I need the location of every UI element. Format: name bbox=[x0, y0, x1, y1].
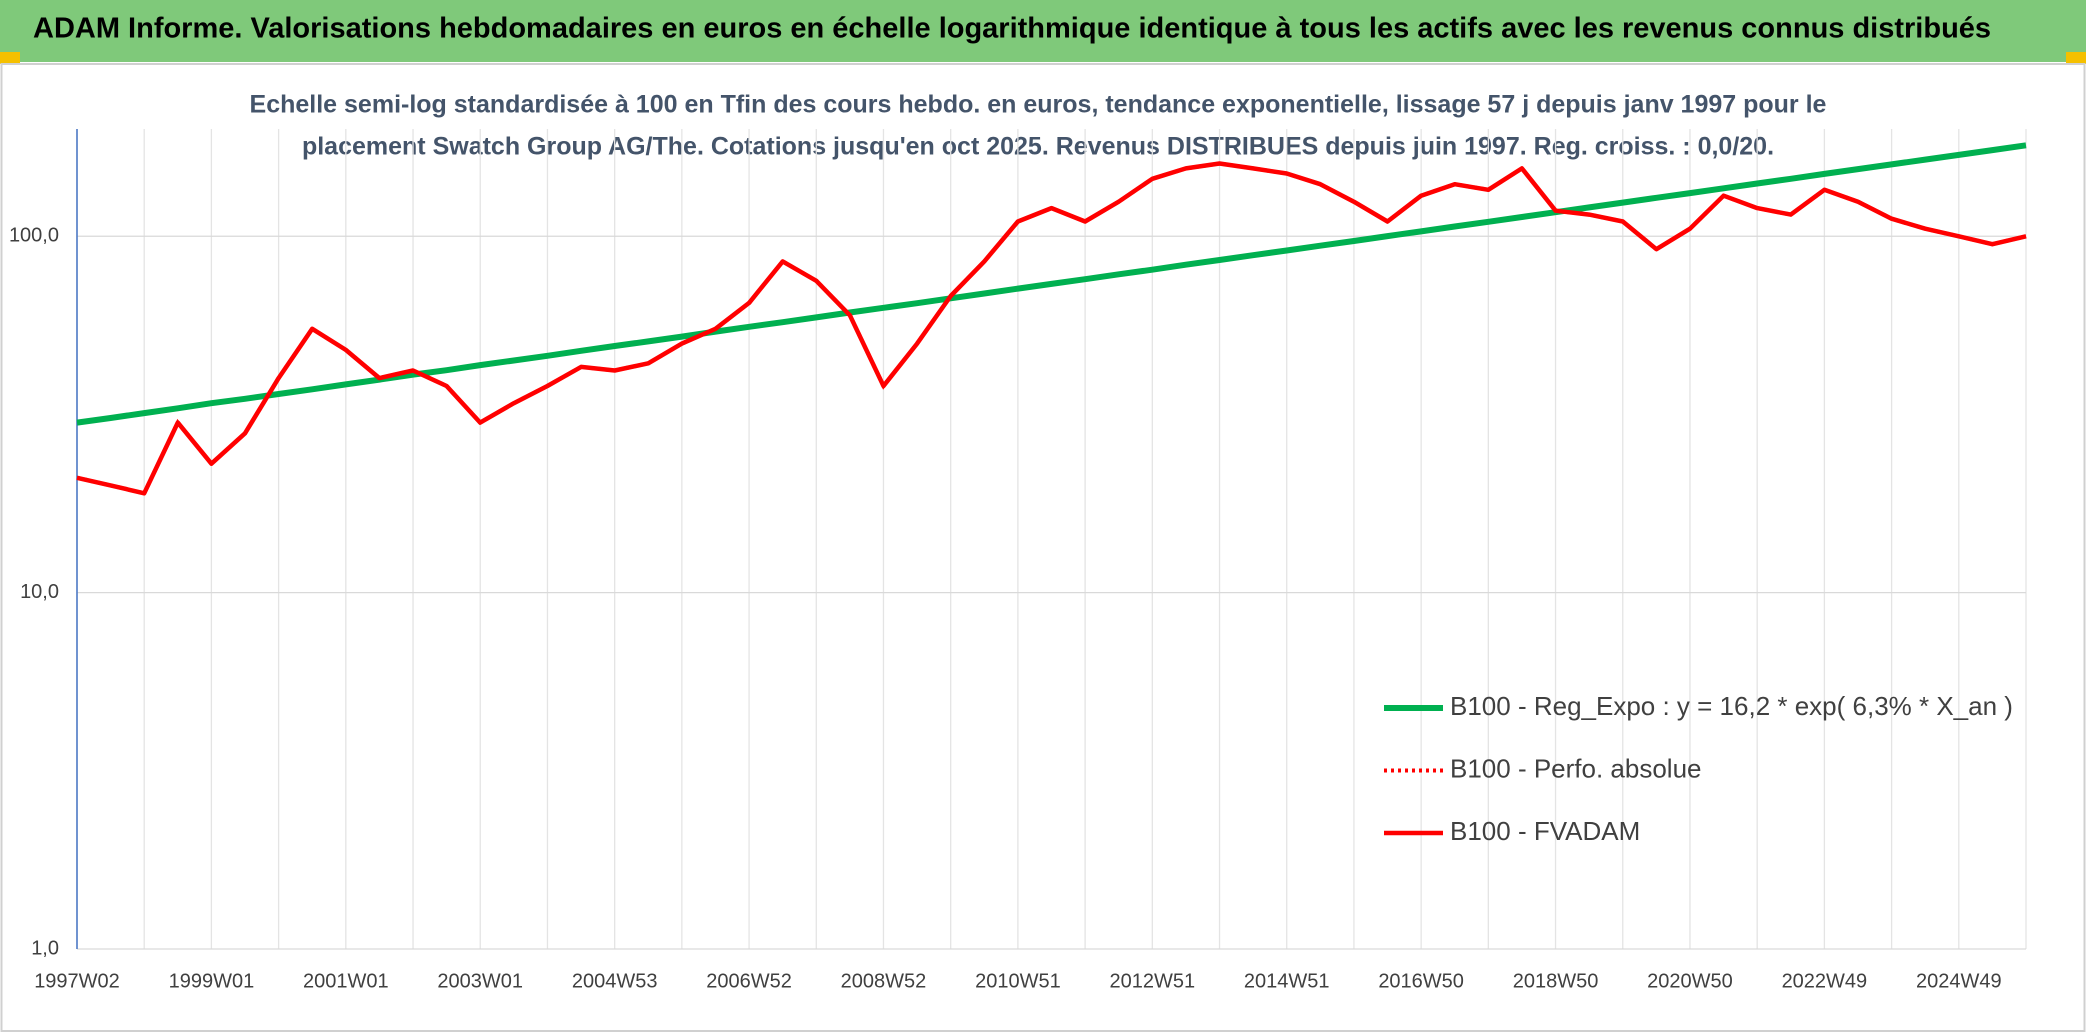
x-tick-label: 1999W01 bbox=[169, 970, 255, 992]
x-tick-label: 1997W02 bbox=[34, 970, 120, 992]
chart-subtitle: Echelle semi-log standardisée à 100 en T… bbox=[250, 91, 1827, 119]
x-tick-label: 2003W01 bbox=[437, 970, 523, 992]
corner-marker bbox=[0, 52, 20, 64]
data-line bbox=[76, 161, 2027, 496]
title-bar bbox=[0, 0, 2086, 62]
x-tick-label: 2014W51 bbox=[1244, 970, 1330, 992]
corner-marker bbox=[2066, 52, 2086, 64]
legend-label: B100 - Perfo. absolue bbox=[1450, 753, 1702, 783]
legend-label: B100 - FVADAM bbox=[1450, 816, 1640, 846]
plot bbox=[76, 142, 2027, 496]
x-tick-label: 2018W50 bbox=[1513, 970, 1599, 992]
x-tick-label: 2004W53 bbox=[572, 970, 658, 992]
data-line bbox=[76, 142, 2027, 426]
chart-title: ADAM Informe. Valorisations hebdomadaire… bbox=[33, 13, 1991, 45]
y-tick-label: 100,0 bbox=[9, 225, 59, 247]
x-tick-label: 2010W51 bbox=[975, 970, 1061, 992]
x-tick-label: 2008W52 bbox=[841, 970, 927, 992]
legend: B100 - Reg_Expo : y = 16,2 * exp( 6,3% *… bbox=[1384, 691, 2013, 846]
x-tick-label: 2001W01 bbox=[303, 970, 389, 992]
chart-frame bbox=[0, 63, 2086, 1032]
x-tick-label: 2024W49 bbox=[1916, 970, 2002, 992]
x-tick-label: 2016W50 bbox=[1378, 970, 1464, 992]
x-tick-label: 2020W50 bbox=[1647, 970, 1733, 992]
y-tick-label: 1,0 bbox=[31, 937, 59, 959]
x-tick-label: 2022W49 bbox=[1782, 970, 1868, 992]
x-tick-label: 2012W51 bbox=[1109, 970, 1195, 992]
x-tick-label: 2006W52 bbox=[706, 970, 792, 992]
grid: 1997W02 1999W01 2001W01 2003W01 2004W53 2006W… bbox=[9, 129, 2027, 992]
y-tick-label: 10,0 bbox=[20, 581, 59, 603]
chart-subtitle: placement Swatch Group AG/The. Cotations… bbox=[302, 133, 1774, 161]
legend-label: B100 - Reg_Expo : y = 16,2 * exp( 6,3% *… bbox=[1450, 691, 2013, 721]
